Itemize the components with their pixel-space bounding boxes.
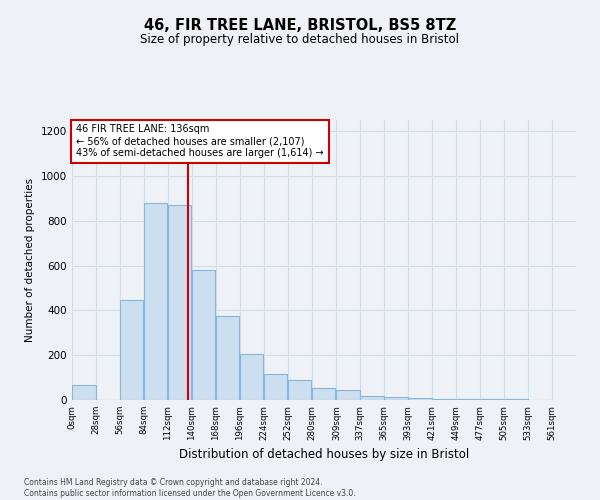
Bar [168,205,191,400]
Text: Size of property relative to detached houses in Bristol: Size of property relative to detached ho… [140,32,460,46]
Text: 46 FIR TREE LANE: 136sqm
← 56% of detached houses are smaller (2,107)
43% of sem: 46 FIR TREE LANE: 136sqm ← 56% of detach… [76,124,324,158]
Bar [408,398,432,400]
Bar [480,399,503,400]
Bar [72,386,95,400]
Bar [287,380,311,400]
Bar [120,300,143,400]
Bar [144,203,167,400]
Bar [456,399,480,400]
X-axis label: Distribution of detached houses by size in Bristol: Distribution of detached houses by size … [179,448,469,461]
Bar [311,388,335,400]
Text: 46, FIR TREE LANE, BRISTOL, BS5 8TZ: 46, FIR TREE LANE, BRISTOL, BS5 8TZ [144,18,456,32]
Bar [192,270,215,400]
Bar [432,399,456,400]
Bar [263,374,287,400]
Bar [240,354,263,400]
Bar [216,316,239,400]
Text: Contains HM Land Registry data © Crown copyright and database right 2024.
Contai: Contains HM Land Registry data © Crown c… [24,478,356,498]
Y-axis label: Number of detached properties: Number of detached properties [25,178,35,342]
Bar [361,396,384,400]
Bar [337,390,360,400]
Bar [385,396,408,400]
